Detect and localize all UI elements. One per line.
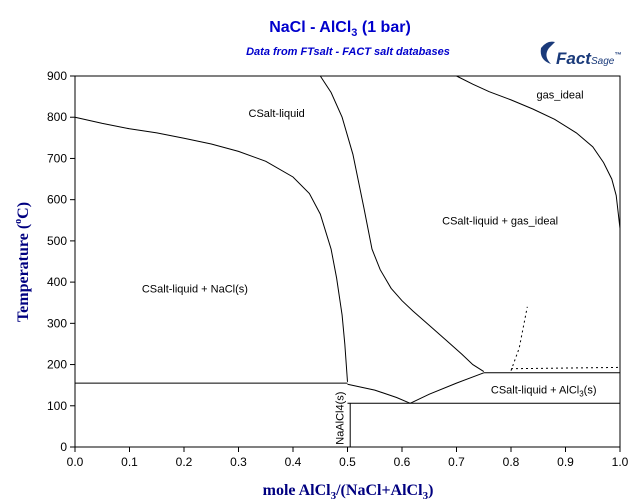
x-axis-title: mole AlCl3/(NaCl+AlCl3) <box>263 482 434 502</box>
y-tick-label: 700 <box>47 151 67 165</box>
phase-boundary <box>347 383 411 404</box>
x-tick-label: 0.7 <box>448 455 465 469</box>
y-tick-label: 800 <box>47 110 67 124</box>
factsage-logo: FactSage™ <box>540 41 621 68</box>
region-label: CSalt-liquid <box>249 108 305 120</box>
y-tick-label: 300 <box>47 316 67 330</box>
x-tick-label: 1.0 <box>612 455 629 469</box>
y-axis-ticks: 0 100 200 300 400 500 600 700 800 900 <box>47 69 75 454</box>
phase-boundary <box>319 75 485 373</box>
compound-label-naalcl4: NaAlCl4(s) <box>335 392 347 445</box>
y-tick-label: 900 <box>47 69 67 83</box>
y-tick-label: 100 <box>47 399 67 413</box>
chart-subtitle: Data from FTsalt - FACT salt databases <box>246 46 450 58</box>
x-tick-label: 0.0 <box>67 455 84 469</box>
region-label-alcl3: CSalt-liquid + AlCl3(s) <box>491 384 597 398</box>
y-axis-title: Temperature (oC) <box>13 202 32 322</box>
phase-boundaries <box>74 75 621 447</box>
x-tick-label: 0.5 <box>339 455 356 469</box>
y-tick-label: 600 <box>47 193 67 207</box>
y-tick-label: 200 <box>47 358 67 372</box>
region-label: CSalt-liquid + NaCl(s) <box>142 283 248 295</box>
svg-text:FactSage™: FactSage™ <box>556 49 621 68</box>
dotted-boundary <box>510 366 621 370</box>
x-axis-ticks: 0.0 0.1 0.2 0.3 0.4 0.5 0.6 0.7 0.8 0.9 1.0 <box>67 447 629 469</box>
x-tick-label: 0.9 <box>557 455 574 469</box>
x-tick-label: 0.1 <box>121 455 138 469</box>
x-tick-label: 0.2 <box>176 455 193 469</box>
y-tick-label: 500 <box>47 234 67 248</box>
x-tick-label: 0.6 <box>394 455 411 469</box>
region-label: CSalt-liquid + gas_ideal <box>442 215 558 227</box>
y-tick-label: 0 <box>60 440 67 454</box>
region-label: gas_ideal <box>537 90 584 102</box>
x-tick-label: 0.8 <box>503 455 520 469</box>
phase-boundary <box>409 372 484 404</box>
dotted-boundary <box>510 306 528 371</box>
x-tick-label: 0.4 <box>285 455 302 469</box>
region-labels: CSalt-liquid gas_ideal CSalt-liquid + gas_… <box>142 90 584 296</box>
x-tick-label: 0.3 <box>230 455 247 469</box>
phase-boundary <box>456 75 621 229</box>
phase-boundary <box>74 116 348 382</box>
y-tick-label: 400 <box>47 275 67 289</box>
logo-swoosh-icon <box>540 41 555 64</box>
chart-title: NaCl - AlCl3 (1 bar) <box>269 19 411 39</box>
